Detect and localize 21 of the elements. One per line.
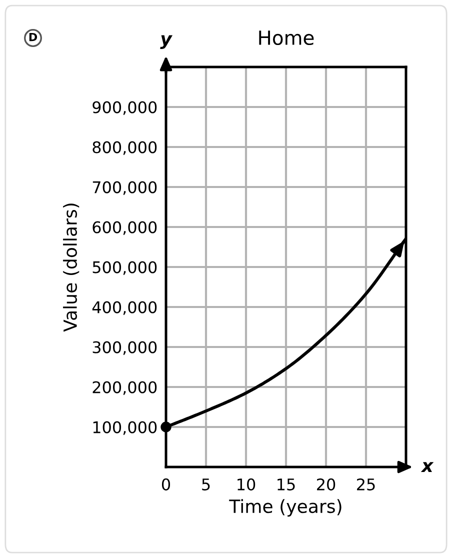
y-tick-label: 400,000	[92, 301, 157, 315]
y-tick-label: 700,000	[92, 181, 157, 195]
y-tick-label: 900,000	[92, 101, 157, 115]
x-tick-label: 10	[238, 478, 256, 490]
x-axis-title: Time (years)	[229, 499, 342, 517]
y-tick-label: 200,000	[92, 381, 157, 395]
x-tick-label: 5	[202, 478, 210, 490]
text: y	[160, 35, 173, 49]
y-tick-label: 800,000	[92, 141, 157, 155]
x-tick-label: 0	[162, 478, 170, 490]
text: x	[420, 462, 434, 472]
y-tick-label: 300,000	[92, 341, 157, 355]
y-tick-label: 100,000	[93, 421, 157, 435]
x-tick-label: 25	[357, 478, 375, 490]
chart-title: Home	[259, 30, 314, 46]
y-tick-label: 600,000	[92, 221, 157, 235]
y-tick-label: 500,000	[92, 261, 157, 275]
text: D	[29, 32, 38, 42]
x-tick-label: 15	[278, 478, 295, 490]
x-tick-label: 20	[317, 478, 336, 490]
y-axis-title: Value (dollars)	[63, 204, 80, 332]
